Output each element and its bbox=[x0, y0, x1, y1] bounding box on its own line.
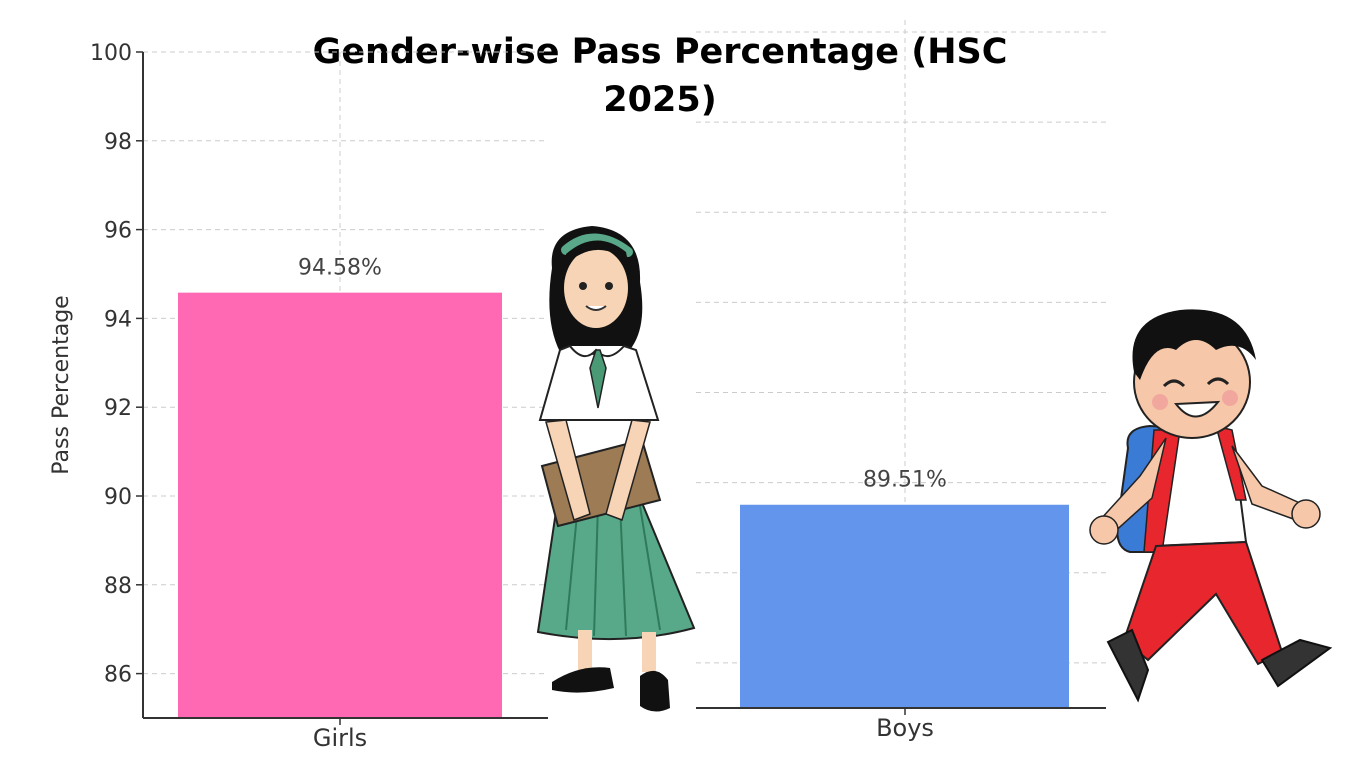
y-tick-label: 88 bbox=[104, 574, 132, 599]
y-tick-label: 96 bbox=[104, 219, 132, 244]
bar-boys bbox=[740, 504, 1069, 708]
y-tick-label: 90 bbox=[104, 485, 132, 510]
y-tick-label: 86 bbox=[104, 663, 132, 688]
bar-girls bbox=[178, 292, 502, 718]
category-label-boys: Boys bbox=[876, 714, 934, 742]
y-tick-label: 94 bbox=[104, 307, 132, 332]
y-tick-label: 92 bbox=[104, 396, 132, 421]
labels: 94.58% Girls 89.51% Boys bbox=[298, 256, 947, 752]
schoolgirl-illustration bbox=[536, 226, 696, 712]
axes bbox=[142, 52, 1106, 719]
category-label-girls: Girls bbox=[313, 724, 367, 752]
data-label-boys: 89.51% bbox=[863, 468, 947, 493]
bars bbox=[178, 292, 1069, 718]
y-axis-title: Pass Percentage bbox=[49, 295, 74, 474]
data-label-girls: 94.58% bbox=[298, 256, 382, 281]
schoolboy-illustration bbox=[1089, 309, 1333, 703]
y-tick-label: 98 bbox=[104, 130, 132, 155]
y-ticks: 86 88 90 92 94 96 98 100 bbox=[90, 41, 143, 688]
chart-title: Gender-wise Pass Percentage (HSC 2025) bbox=[312, 32, 1008, 120]
y-tick-label: 100 bbox=[90, 41, 132, 66]
